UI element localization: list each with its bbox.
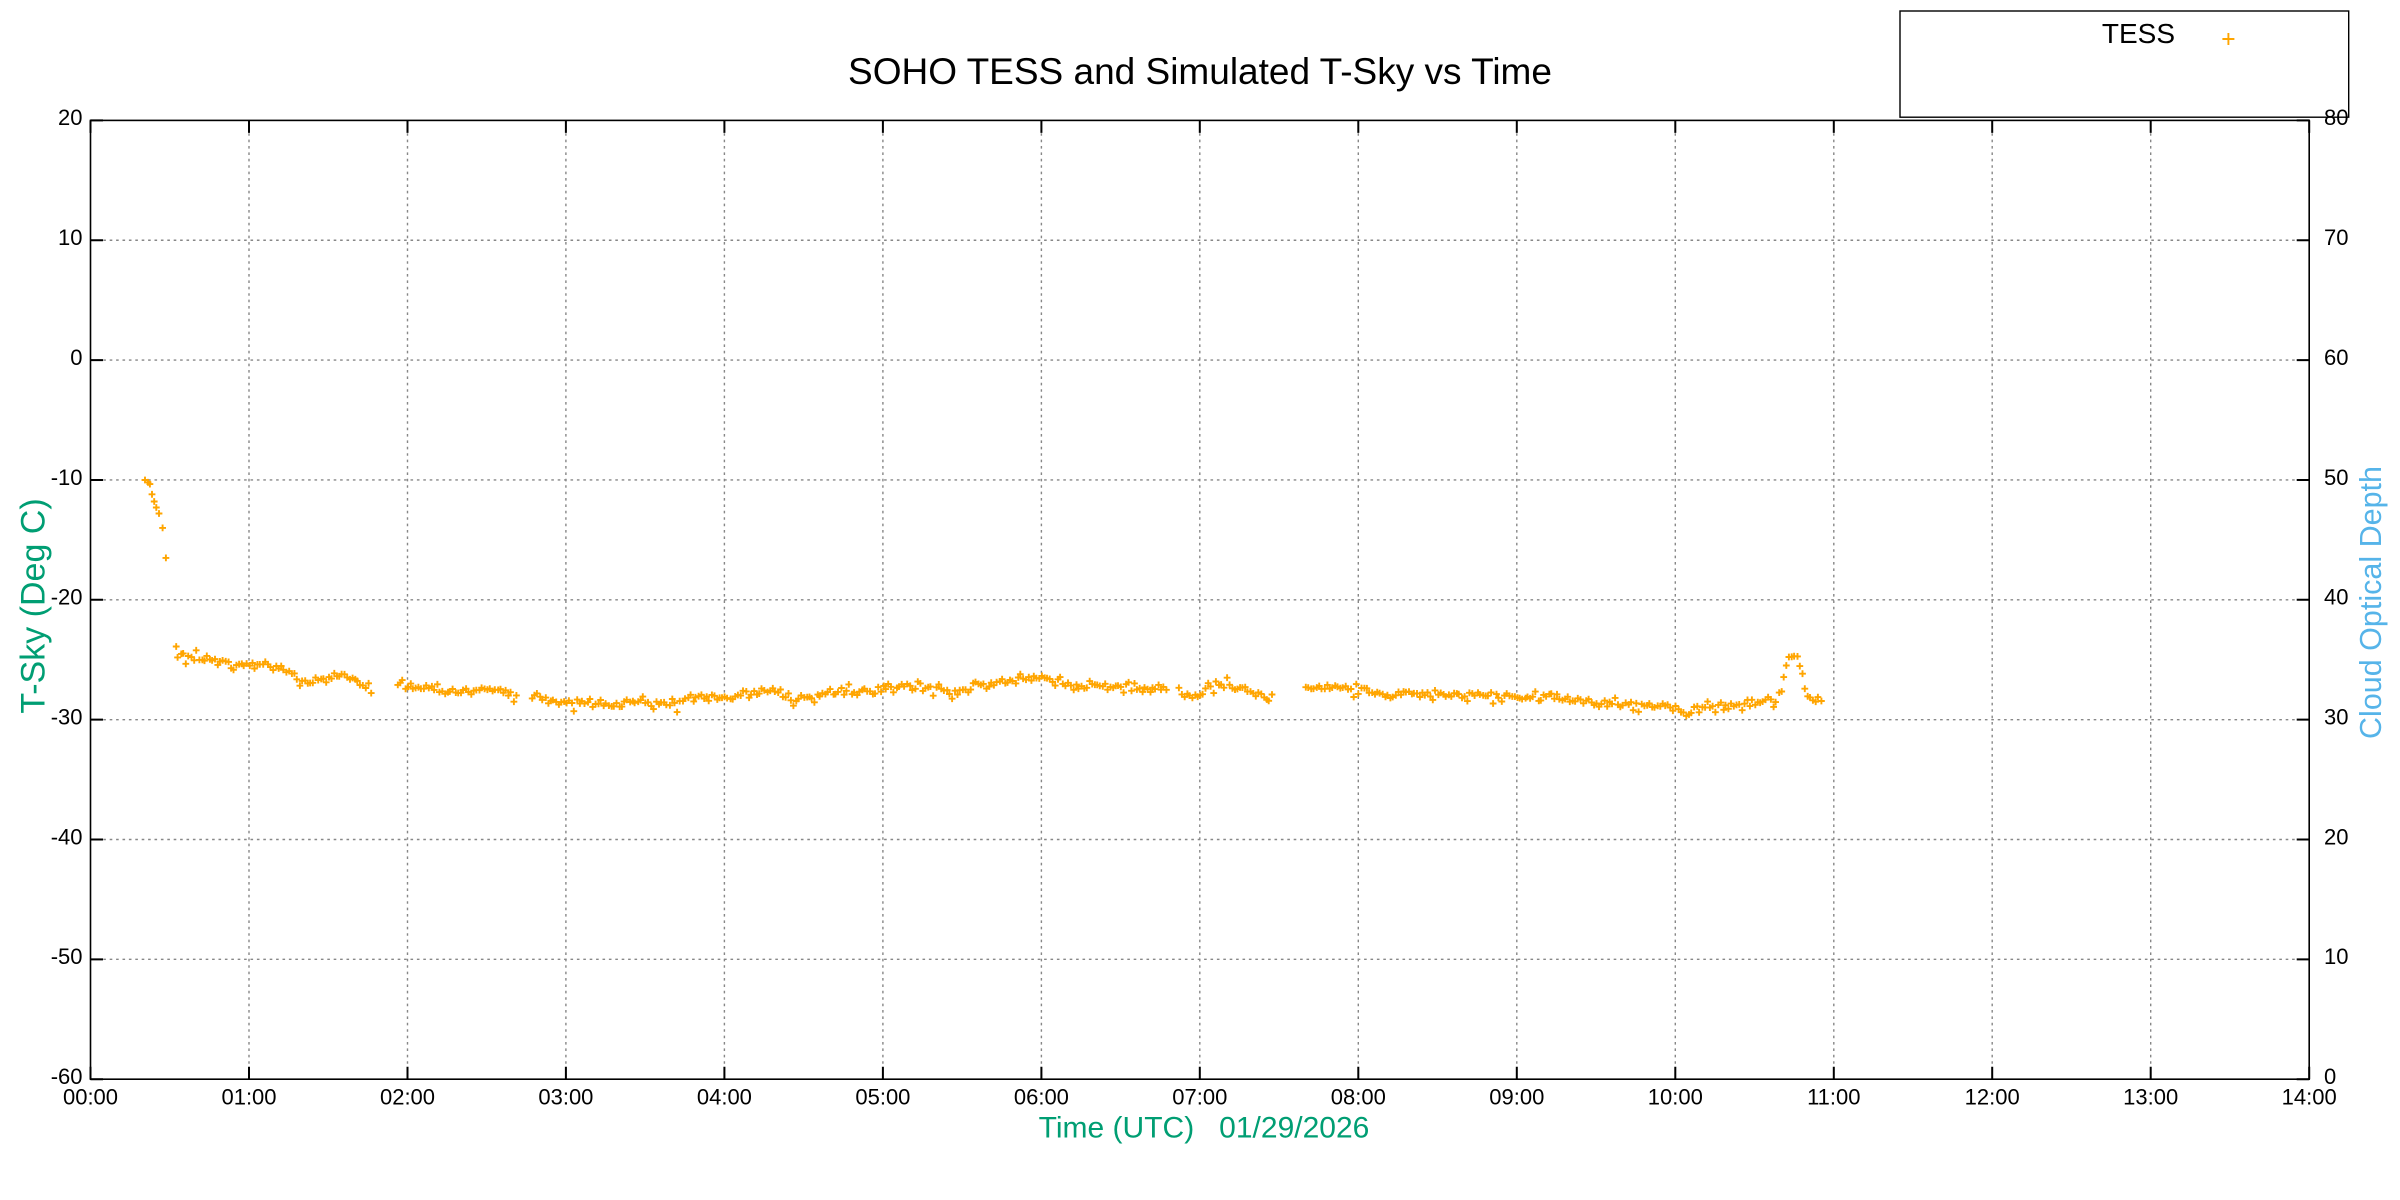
svg-text:-20: -20 xyxy=(51,585,83,610)
svg-text:04:00: 04:00 xyxy=(697,1085,752,1110)
svg-text:SOHO TESS and Simulated T-Sky: SOHO TESS and Simulated T-Sky vs Time xyxy=(848,51,1552,92)
svg-text:10: 10 xyxy=(58,225,82,250)
svg-text:09:00: 09:00 xyxy=(1489,1085,1544,1110)
svg-text:07:00: 07:00 xyxy=(1172,1085,1227,1110)
svg-text:-60: -60 xyxy=(51,1064,83,1089)
svg-text:60: 60 xyxy=(2324,345,2348,370)
svg-text:40: 40 xyxy=(2324,585,2348,610)
svg-text:05:00: 05:00 xyxy=(855,1085,910,1110)
svg-text:30: 30 xyxy=(2324,704,2348,729)
svg-text:10:00: 10:00 xyxy=(1648,1085,1703,1110)
svg-text:20: 20 xyxy=(2324,824,2348,849)
svg-text:10: 10 xyxy=(2324,944,2348,969)
svg-text:-40: -40 xyxy=(51,824,83,849)
svg-text:50: 50 xyxy=(2324,465,2348,490)
svg-text:00:00: 00:00 xyxy=(63,1085,118,1110)
svg-text:70: 70 xyxy=(2324,225,2348,250)
svg-text:01:00: 01:00 xyxy=(221,1085,276,1110)
svg-text:20: 20 xyxy=(58,105,82,130)
svg-text:03:00: 03:00 xyxy=(538,1085,593,1110)
svg-text:TESS: TESS xyxy=(2102,18,2175,49)
svg-text:06:00: 06:00 xyxy=(1014,1085,1069,1110)
svg-text:02:00: 02:00 xyxy=(380,1085,435,1110)
svg-text:T-Sky (Deg C): T-Sky (Deg C) xyxy=(15,498,53,713)
svg-text:13:00: 13:00 xyxy=(2123,1085,2178,1110)
svg-text:12:00: 12:00 xyxy=(1965,1085,2020,1110)
svg-text:Time (UTC) 01/29/2026: Time (UTC) 01/29/2026 xyxy=(1039,1112,1370,1145)
svg-text:-30: -30 xyxy=(51,704,83,729)
svg-text:-50: -50 xyxy=(51,944,83,969)
svg-text:08:00: 08:00 xyxy=(1331,1085,1386,1110)
svg-text:0: 0 xyxy=(2324,1064,2336,1089)
svg-text:11:00: 11:00 xyxy=(1807,1085,1860,1110)
svg-text:-10: -10 xyxy=(51,465,83,490)
svg-text:14:00: 14:00 xyxy=(2282,1085,2337,1110)
svg-text:80: 80 xyxy=(2324,105,2348,130)
svg-text:0: 0 xyxy=(70,345,82,370)
svg-text:Cloud Optical Depth: Cloud Optical Depth xyxy=(2354,466,2388,739)
